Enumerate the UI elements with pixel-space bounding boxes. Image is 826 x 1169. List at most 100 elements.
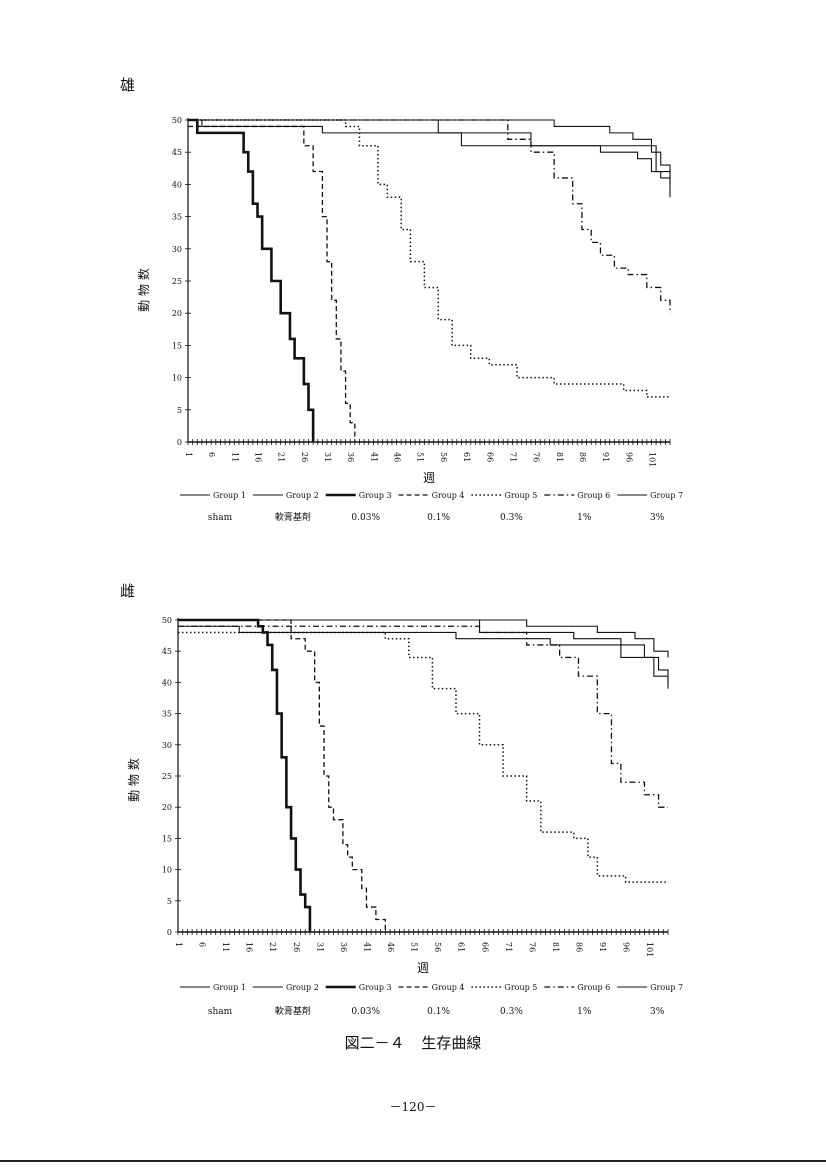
x-tick-label: 81 [555, 452, 564, 462]
legend-entry: Group 4 [432, 983, 465, 992]
x-tick-label: 41 [362, 942, 371, 952]
series-line-group-3 [178, 618, 312, 932]
y-tick-label: 40 [162, 678, 172, 687]
x-tick-label: 86 [574, 942, 583, 952]
legend-entry: Group 2 [286, 983, 319, 992]
x-tick-label: 96 [624, 452, 633, 462]
y-axis-label: 動 物 数 [126, 758, 141, 802]
y-tick-label: 50 [172, 116, 182, 125]
series-line-group-7 [178, 619, 669, 683]
x-tick-label: 86 [578, 452, 587, 462]
panel-label-male: 雄 [120, 76, 136, 94]
series-line-group-4 [188, 125, 356, 442]
series-line-group-3 [188, 118, 315, 442]
legend-entry: Group 2 [286, 491, 319, 500]
legend-sublabel: 1% [577, 1007, 592, 1017]
caption-label: 図二－４ [344, 1034, 405, 1052]
legend-entry: Group 5 [504, 491, 537, 500]
x-tick-label: 66 [485, 452, 494, 462]
y-tick-label: 5 [167, 897, 172, 906]
x-tick-label: 91 [601, 452, 610, 462]
y-tick-label: 35 [172, 213, 182, 222]
x-tick-label: 11 [221, 942, 230, 952]
legend-sublabel: 1% [577, 513, 592, 523]
legend-entry: Group 6 [577, 491, 610, 500]
x-tick-label: 56 [433, 942, 442, 952]
x-tick-label: 96 [622, 942, 631, 952]
x-tick-label: 66 [480, 942, 489, 952]
legend-sublabel: 軟膏基剤 [275, 1005, 311, 1017]
x-tick-label: 26 [292, 942, 301, 952]
x-tick-label: 51 [410, 942, 419, 952]
x-tick-label: 76 [532, 452, 541, 462]
page-edge-rule [0, 1160, 826, 1162]
legend-entry: Group 3 [359, 983, 392, 992]
y-tick-label: 30 [162, 741, 172, 750]
panel-label-female: 雌 [120, 582, 136, 600]
survival-chart-male: 1 6 11 16 21 26 31 36 41 46 51 56 61 66 71 76 81 86 91 96 10… [136, 116, 683, 523]
legend-sublabel: sham [208, 513, 233, 523]
x-tick-label: 36 [346, 452, 355, 462]
x-tick-label: 76 [527, 942, 536, 952]
legend-sublabel: 軟膏基剤 [275, 511, 311, 523]
legend-sublabel: 0.1% [427, 1007, 450, 1017]
x-tick-label: 11 [230, 452, 239, 462]
survival-chart-female: 1 6 11 16 21 26 31 36 41 46 51 56 61 66 71 76 81 86 91 96 10… [126, 616, 683, 1017]
x-tick-label: 41 [369, 452, 378, 462]
y-tick-label: 50 [162, 616, 172, 625]
x-tick-label: 56 [439, 452, 448, 462]
legend-sublabel: 0.3% [500, 513, 523, 523]
series-line-group-6 [178, 625, 668, 808]
x-tick-label: 91 [598, 942, 607, 952]
x-tick-label: 16 [245, 942, 254, 952]
x-tick-label: 6 [198, 942, 207, 947]
series-line-group-1 [188, 119, 671, 178]
y-tick-label: 15 [162, 834, 172, 843]
x-tick-label: 46 [393, 452, 402, 462]
y-tick-label: 0 [167, 928, 172, 937]
x-tick-label: 21 [277, 452, 286, 462]
legend-sublabel: 0.3% [500, 1007, 523, 1017]
x-tick-label: 46 [386, 942, 395, 952]
legend-entry: Group 7 [650, 491, 683, 500]
legend-sublabel: sham [208, 1007, 233, 1017]
series-line-group-5 [178, 631, 668, 883]
legend-entry: Group 4 [432, 491, 465, 500]
legend-entry: Group 1 [213, 491, 246, 500]
y-tick-label: 5 [177, 406, 182, 415]
caption-title: 生存曲線 [421, 1034, 482, 1052]
x-tick-label: 16 [254, 452, 263, 462]
series-line-group-5 [188, 119, 670, 398]
x-tick-label: 71 [504, 942, 513, 952]
x-tick-label: 101 [647, 452, 656, 467]
y-tick-label: 0 [177, 438, 182, 447]
series-line-group-1 [178, 619, 669, 658]
series-line-group-4 [178, 619, 386, 932]
y-tick-label: 20 [162, 803, 172, 812]
x-tick-label: 1 [174, 942, 183, 947]
figure-caption: 図二－４ 生存曲線 [0, 1032, 826, 1053]
x-tick-label: 61 [457, 942, 466, 952]
series-line-group-2 [178, 625, 669, 689]
series-line-group-6 [188, 119, 671, 314]
legend-sublabel: 0.03% [351, 513, 380, 523]
legend-sublabel: 3% [650, 1007, 665, 1017]
x-tick-label: 61 [462, 452, 471, 462]
y-tick-label: 25 [172, 277, 182, 286]
x-tick-label: 31 [323, 452, 332, 462]
series-line-group-7 [188, 119, 671, 198]
x-tick-label: 36 [339, 942, 348, 952]
x-axis-label: 週 [417, 961, 429, 975]
y-tick-label: 20 [172, 309, 182, 318]
series-line-group-2 [188, 119, 671, 185]
legend-sublabel: 3% [650, 513, 665, 523]
x-tick-label: 101 [645, 942, 654, 957]
page-number: －120－ [389, 1100, 437, 1114]
legend-sublabel: 0.03% [351, 1007, 380, 1017]
legend-sublabel: 0.1% [427, 513, 450, 523]
x-axis-label: 週 [423, 471, 435, 485]
x-tick-label: 1 [184, 452, 193, 457]
y-tick-label: 35 [162, 710, 172, 719]
x-tick-label: 26 [300, 452, 309, 462]
y-tick-label: 30 [172, 245, 182, 254]
